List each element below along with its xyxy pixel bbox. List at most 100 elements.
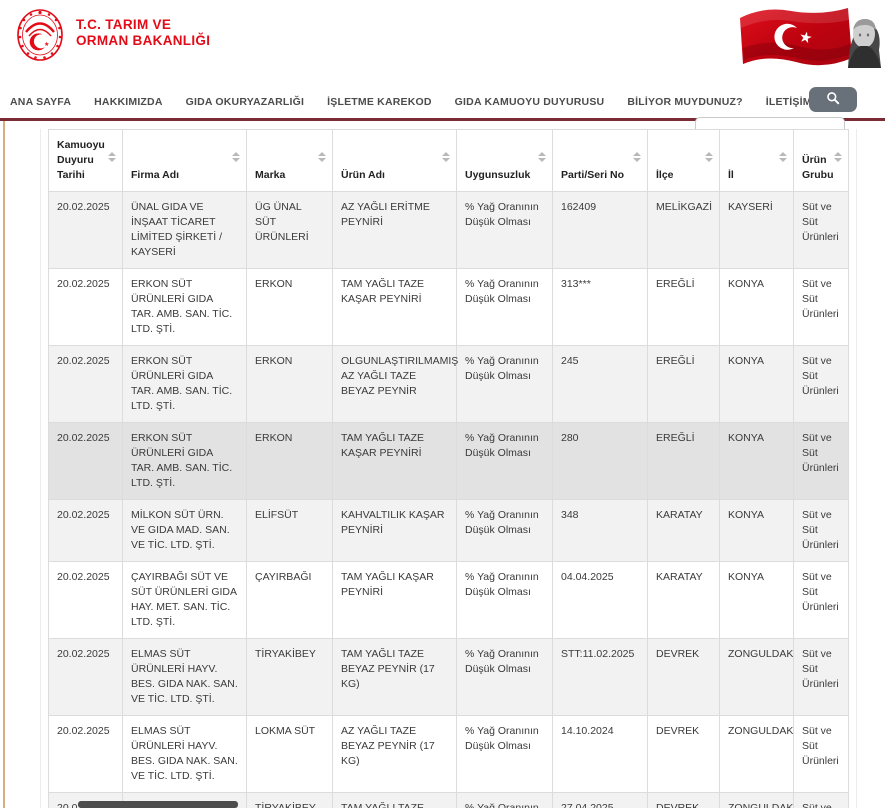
table-cell: OLGUNLAŞTIRILMAMIŞ AZ YAĞLI TAZE BEYAZ P… (332, 345, 458, 423)
table-row[interactable]: 20.02.2025 ÜNAL GIDA VE İNŞAAT TİCARET Lİ… (48, 191, 849, 269)
table-cell: KONYA (719, 422, 794, 500)
table-cell: ERKON (246, 345, 333, 423)
table-cell: % Yağ Oranının Düşük Olması (456, 345, 553, 423)
column-header-label: Marka (255, 169, 286, 181)
sort-up-down-icon (705, 152, 713, 163)
table-cell: 04.04.2025 (552, 561, 648, 639)
table-cell: Süt ve Süt Ürünleri (793, 345, 849, 423)
table-cell: KAYSERİ (719, 191, 794, 269)
column-header-2[interactable]: Marka (246, 129, 333, 192)
table-cell: TAM YAĞLI TAZE KAŞAR PEYNİRİ (332, 268, 457, 346)
table-cell: TAM YAĞLI TAZE BEYAZ PEYNİR (17 KG) (332, 792, 457, 808)
column-header-7[interactable]: İl (719, 129, 794, 192)
nav-item-6[interactable]: İLETİŞİM (765, 95, 812, 108)
table-row[interactable]: 20.02.2025 MİLKON SÜT ÜRN. VE GIDA MAD. S… (48, 499, 849, 562)
table-row[interactable]: 20.02.2025 ÇAYIRBAĞI SÜT VE SÜT ÜRÜNLERİ … (48, 561, 849, 639)
table-cell: ÇAYIRBAĞI SÜT VE SÜT ÜRÜNLERİ GIDA HAY. … (122, 561, 247, 639)
column-header-label: İl (728, 169, 734, 181)
table-cell: Süt ve Süt Ürünleri (793, 792, 849, 808)
table-cell: KARATAY (647, 499, 720, 562)
table-cell: Süt ve Süt Ürünleri (793, 268, 849, 346)
scrollbar-thumb[interactable] (78, 801, 238, 808)
column-header-label: Firma Adı (131, 169, 180, 181)
table-cell: KONYA (719, 345, 794, 423)
table-cell: KONYA (719, 499, 794, 562)
column-header-0[interactable]: Kamuoyu Duyuru Tarihi (48, 129, 123, 192)
nav-item-0[interactable]: ANA SAYFA (10, 95, 72, 108)
table-cell: KONYA (719, 561, 794, 639)
table-cell: ZONGULDAK (719, 792, 794, 808)
ministry-title: T.C. TARIM VE ORMAN BAKANLIĞI (76, 17, 210, 49)
nav-item-5[interactable]: BİLİYOR MUYDUNUZ? (627, 95, 743, 108)
table-cell: % Yağ Oranının Düşük Olması (456, 792, 553, 808)
site-header: ★ T.C. TARIM VE ORMAN BAKANLIĞI ★ (0, 0, 885, 85)
table-cell: Süt ve Süt Ürünleri (793, 638, 849, 716)
table-cell: Süt ve Süt Ürünleri (793, 191, 849, 269)
sort-up-down-icon (442, 152, 450, 163)
table-cell: LOKMA SÜT (246, 715, 333, 793)
table-row[interactable]: 20.02.2025 ERKON SÜT ÜRÜNLERİ GIDA TAR. A… (48, 422, 849, 500)
column-header-1[interactable]: Firma Adı (122, 129, 247, 192)
table-cell: TİRYAKİBEY (246, 638, 333, 716)
table-cell: EREĞLİ (647, 345, 720, 423)
horizontal-scrollbar[interactable] (0, 801, 885, 808)
table-cell: ÇAYIRBAĞI (246, 561, 333, 639)
table-cell: 27.04.2025 (552, 792, 648, 808)
nav-item-1[interactable]: HAKKIMIZDA (94, 95, 163, 108)
table-wrap: Kamuoyu Duyuru Tarihi Firma Adı Marka Ürün … (40, 129, 857, 808)
left-accent-line (3, 121, 5, 808)
table-cell: % Yağ Oranının Düşük Olması (456, 499, 553, 562)
table-cell: 162409 (552, 191, 648, 269)
main-nav: ANA SAYFA HAKKIMIZDA GIDA OKURYAZARLIĞI İŞL… (0, 85, 885, 118)
table-cell: % Yağ Oranının Düşük Olması (456, 268, 553, 346)
column-header-4[interactable]: Uygunsuzluk (456, 129, 553, 192)
table-cell: MELİKGAZİ (647, 191, 720, 269)
sort-up-down-icon (108, 152, 116, 163)
table-cell: MİLKON SÜT ÜRN. VE GIDA MAD. SAN. VE TİC… (122, 499, 247, 562)
nav-item-2[interactable]: GIDA OKURYAZARLIĞI (185, 95, 305, 108)
sort-up-down-icon (318, 152, 326, 163)
table-cell: DEVREK (647, 715, 720, 793)
search-button[interactable] (809, 87, 857, 112)
table-row[interactable]: 20.02.2025 ERKON SÜT ÜRÜNLERİ GIDA TAR. A… (48, 345, 849, 423)
magnifier-icon (825, 90, 841, 109)
table-cell: Süt ve Süt Ürünleri (793, 499, 849, 562)
table-cell: 20.02.2025 (48, 191, 123, 269)
red-divider (0, 118, 885, 121)
nav-item-4[interactable]: GIDA KAMUOYU DUYURUSU (454, 95, 605, 108)
column-header-8[interactable]: Ürün Grubu (793, 129, 849, 192)
table-cell: % Yağ Oranının Düşük Olması (456, 561, 553, 639)
recall-announcements-table: Kamuoyu Duyuru Tarihi Firma Adı Marka Ürün … (48, 129, 849, 808)
sort-up-down-icon (633, 152, 641, 163)
ministry-title-line2: ORMAN BAKANLIĞI (76, 33, 211, 48)
table-cell: 313*** (552, 268, 648, 346)
column-header-5[interactable]: Parti/Seri No (552, 129, 648, 192)
column-header-label: Uygunsuzluk (465, 169, 531, 181)
table-cell: % Yağ Oranının Düşük Olması (456, 422, 553, 500)
nav-item-3[interactable]: İŞLETME KAREKOD (327, 95, 432, 108)
sort-up-down-icon (834, 152, 842, 163)
sort-up-down-icon (232, 152, 240, 163)
table-cell: % Yağ Oranının Düşük Olması (456, 638, 553, 716)
table-cell: DEVREK (647, 638, 720, 716)
table-cell: KAHVALTILIK KAŞAR PEYNİRİ (332, 499, 457, 562)
table-row[interactable]: 20.02.2025 ERKON SÜT ÜRÜNLERİ GIDA TAR. A… (48, 268, 849, 346)
table-cell: ERKON SÜT ÜRÜNLERİ GIDA TAR. AMB. SAN. T… (122, 422, 247, 500)
svg-text:★: ★ (797, 27, 814, 47)
table-cell: ÜG ÜNAL SÜT ÜRÜNLERİ (246, 191, 333, 269)
table-cell: 20.02.2025 (48, 422, 123, 500)
table-cell: ÜNAL GIDA VE İNŞAAT TİCARET LİMİTED ŞİRK… (122, 191, 247, 269)
table-cell: % Yağ Oranının Düşük Olması (456, 191, 553, 269)
column-header-3[interactable]: Ürün Adı (332, 129, 457, 192)
table-cell: KARATAY (647, 561, 720, 639)
flag-ataturk-image: ★ (736, 4, 881, 74)
column-header-6[interactable]: İlçe (647, 129, 720, 192)
column-header-label: Ürün Grubu (802, 154, 834, 181)
content-area: Kamuoyu Duyuru Tarihi Firma Adı Marka Ürün … (0, 117, 885, 808)
table-cell: ERKON SÜT ÜRÜNLERİ GIDA TAR. AMB. SAN. T… (122, 345, 247, 423)
table-cell: Süt ve Süt Ürünleri (793, 422, 849, 500)
table-cell: 20.02.2025 (48, 638, 123, 716)
